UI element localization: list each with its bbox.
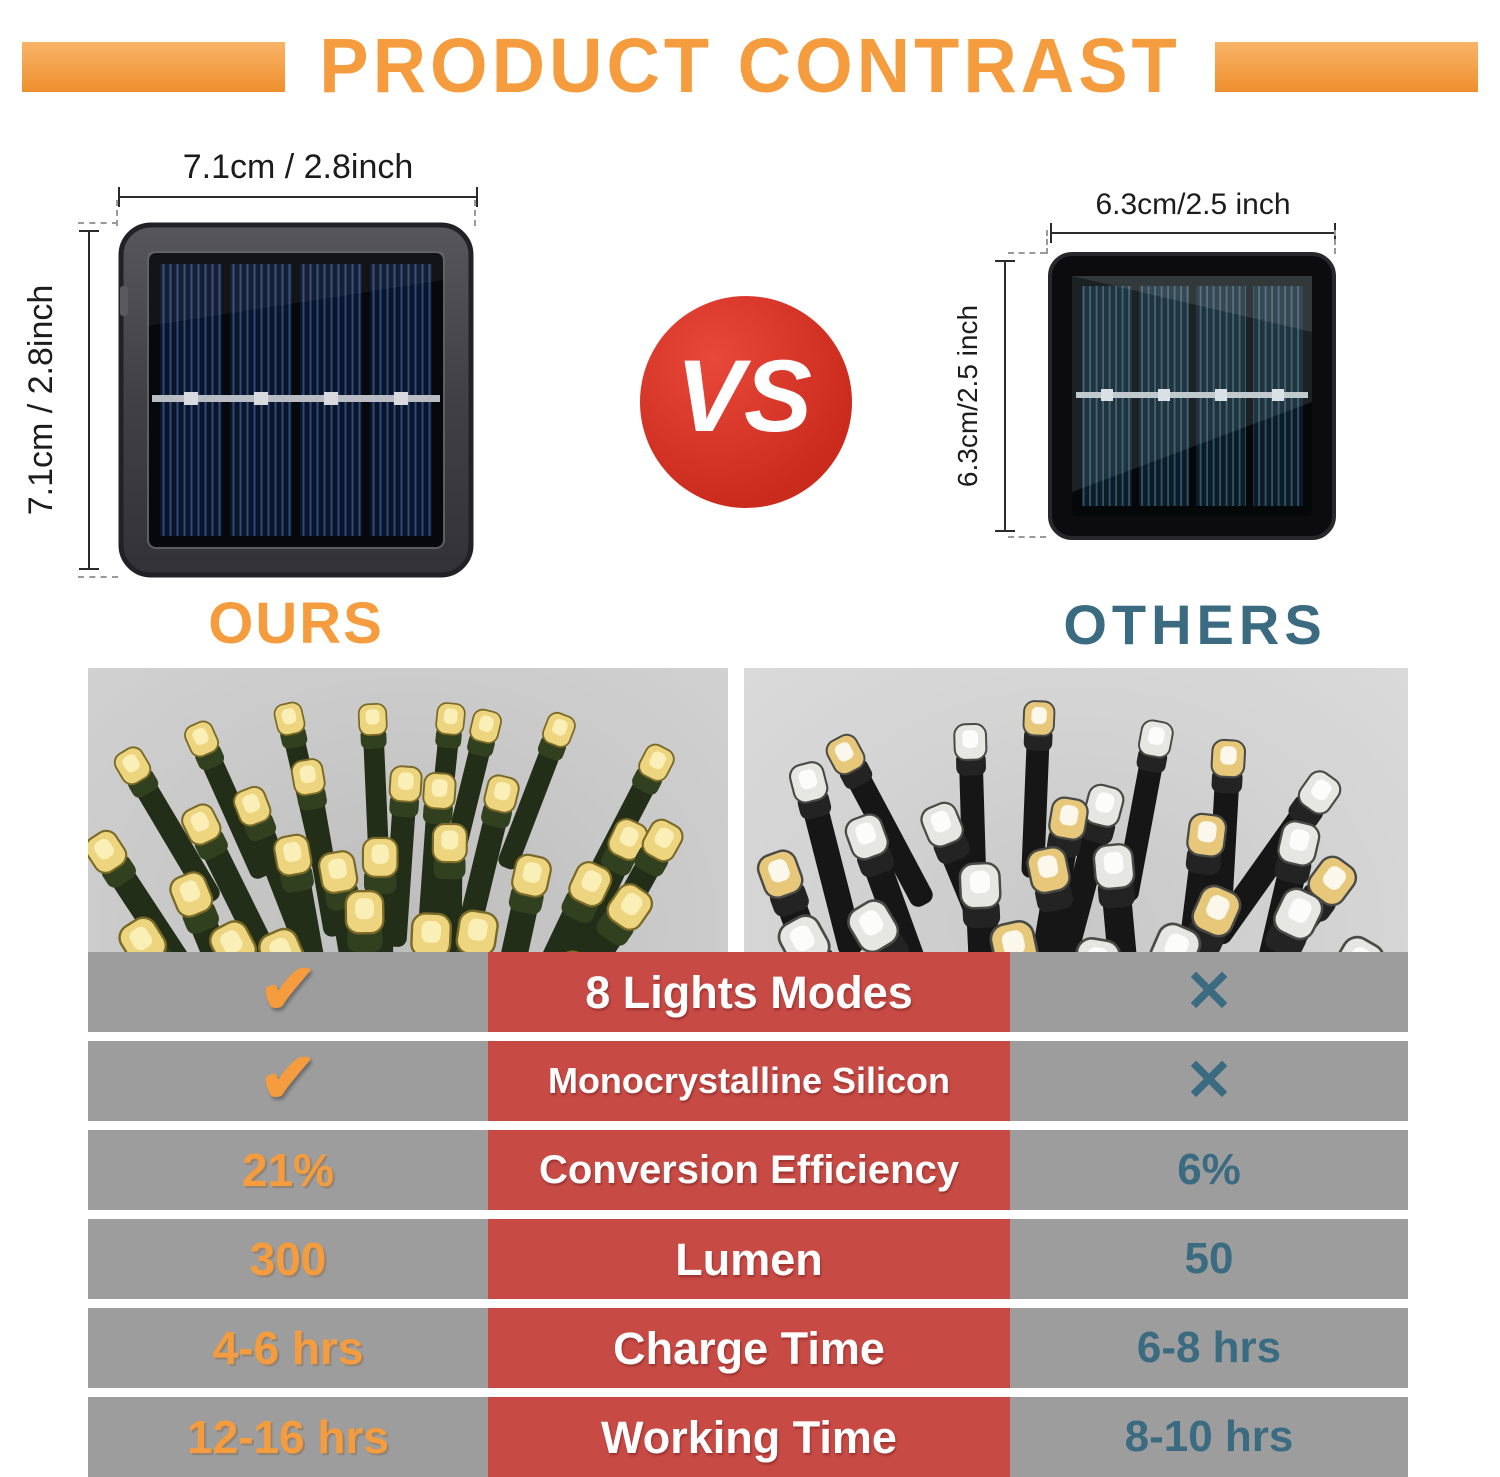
dimension-extension-line	[78, 222, 118, 224]
others-value-cell: ✕	[1010, 952, 1408, 1032]
others-width-label: 6.3cm/2.5 inch	[1095, 188, 1291, 221]
table-row: 4-6 hrs Charge Time 6-8 hrs	[88, 1308, 1408, 1388]
dimension-extension-line	[1008, 536, 1046, 538]
ours-height-label: 7.1cm / 2.8inch	[22, 284, 60, 516]
others-value: 8-10 hrs	[1124, 1412, 1294, 1461]
table-row: 12-16 hrs Working Time 8-10 hrs	[88, 1397, 1408, 1477]
feature-cell: Conversion Efficiency	[488, 1130, 1010, 1210]
ours-solar-panel-image	[118, 222, 474, 578]
others-value-cell: 8-10 hrs	[1010, 1397, 1408, 1477]
dimension-extension-line	[78, 576, 118, 578]
ours-value-cell: 21%	[88, 1130, 488, 1210]
table-row: ✔ Monocrystalline Silicon ✕	[88, 1041, 1408, 1121]
feature-label: Lumen	[675, 1233, 823, 1285]
feature-cell: Working Time	[488, 1397, 1010, 1477]
dimension-extension-line	[116, 200, 118, 226]
table-row: 300 Lumen 50	[88, 1219, 1408, 1299]
feature-label: 8 Lights Modes	[585, 966, 913, 1018]
vs-badge: VS	[640, 296, 852, 508]
ours-value: 300	[249, 1233, 327, 1285]
table-row: 21% Conversion Efficiency 6%	[88, 1130, 1408, 1210]
ours-value: 4-6 hrs	[212, 1322, 364, 1374]
dimension-extension-line	[1334, 230, 1336, 254]
others-solar-panel-image	[1048, 252, 1336, 540]
ours-value: 12-16 hrs	[186, 1411, 389, 1463]
table-row: ✔ 8 Lights Modes ✕	[88, 952, 1408, 1032]
feature-cell: Monocrystalline Silicon	[488, 1041, 1010, 1121]
others-height-dimension-line	[995, 260, 1015, 532]
comparison-table: ✔ 8 Lights Modes ✕ ✔ Monocrystalline Silicon…	[88, 952, 1408, 1477]
header-bar-left	[22, 42, 285, 92]
feature-cell: Charge Time	[488, 1308, 1010, 1388]
check-icon: ✔	[258, 950, 318, 1028]
ours-width-label: 7.1cm / 2.8inch	[182, 148, 414, 186]
feature-label: Conversion Efficiency	[538, 1148, 960, 1192]
dimension-extension-line	[1008, 252, 1046, 254]
ours-lights-photo	[88, 668, 728, 952]
ours-value-cell: 4-6 hrs	[88, 1308, 488, 1388]
ours-height-dimension-line	[79, 230, 99, 570]
cross-icon: ✕	[1184, 1048, 1234, 1113]
others-value: 6%	[1177, 1145, 1241, 1194]
ours-value-cell: 12-16 hrs	[88, 1397, 488, 1477]
feature-label: Working Time	[601, 1411, 897, 1463]
others-value-cell: 6%	[1010, 1130, 1408, 1210]
others-value: 6-8 hrs	[1136, 1323, 1282, 1372]
dimension-extension-line	[1046, 230, 1048, 254]
ours-value: 21%	[241, 1144, 335, 1196]
feature-cell: 8 Lights Modes	[488, 952, 1010, 1032]
ours-value-cell: 300	[88, 1219, 488, 1299]
ours-value-cell: ✔	[88, 1041, 488, 1121]
feature-label: Charge Time	[613, 1322, 885, 1374]
header-bar-right	[1215, 42, 1478, 92]
vs-label: VS	[675, 338, 813, 453]
cross-icon: ✕	[1184, 959, 1234, 1024]
others-value-cell: 6-8 hrs	[1010, 1308, 1408, 1388]
others-width-dimension-line	[1050, 223, 1336, 243]
ours-label: OURS	[208, 591, 384, 656]
page-title: PRODUCT CONTRAST	[319, 22, 1181, 109]
others-value-cell: 50	[1010, 1219, 1408, 1299]
ours-value-cell: ✔	[88, 952, 488, 1032]
others-height-label: 6.3cm/2.5 inch	[952, 304, 983, 488]
others-label: OTHERS	[1063, 593, 1327, 656]
dimension-extension-line	[474, 200, 476, 226]
ours-width-dimension-line	[118, 187, 478, 207]
check-icon: ✔	[258, 1039, 318, 1117]
others-value: 50	[1184, 1234, 1234, 1283]
others-lights-photo	[744, 668, 1408, 952]
feature-cell: Lumen	[488, 1219, 1010, 1299]
feature-label: Monocrystalline Silicon	[547, 1060, 951, 1101]
others-value-cell: ✕	[1010, 1041, 1408, 1121]
